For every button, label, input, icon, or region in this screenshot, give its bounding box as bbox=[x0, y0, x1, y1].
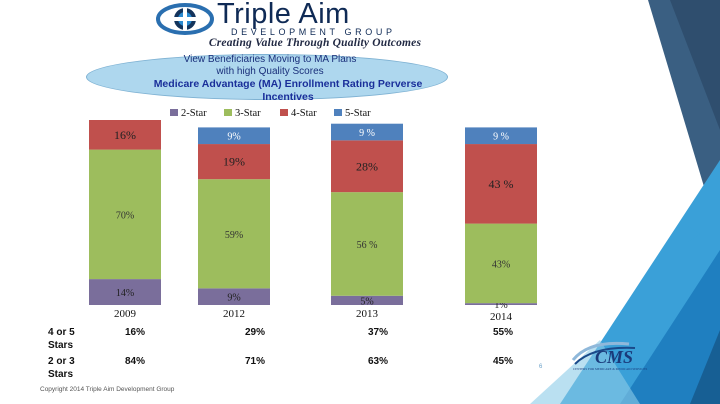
bar-segment-3-star-2014 bbox=[465, 223, 537, 304]
page-number: 6 bbox=[539, 364, 543, 370]
row-label-2or3-line2: Stars bbox=[48, 369, 74, 380]
bar-segment-4-star-2012 bbox=[198, 144, 270, 180]
data-label-4-star-2013: 28% bbox=[356, 159, 378, 173]
category-label-2013: 2013 bbox=[356, 308, 379, 320]
data-label-2-star-2009: 14% bbox=[116, 288, 134, 299]
banner-line-2: with high Quality Scores bbox=[216, 66, 324, 77]
category-label-2009: 2009 bbox=[114, 308, 137, 320]
data-label-3-star-2012: 59% bbox=[225, 230, 243, 241]
row-label-2or3: 2 or 3 Stars bbox=[48, 356, 75, 380]
table-cell: 45% bbox=[493, 356, 514, 367]
legend-label-4-star: 4-Star bbox=[291, 108, 317, 119]
bar-segment-3-star-2013 bbox=[331, 192, 403, 296]
bar-segment-3-star-2009 bbox=[89, 149, 161, 280]
cms-logo: CMS CENTERS FOR MEDICARE & MEDICAID SERV… bbox=[569, 338, 659, 372]
data-label-5-star-2013: 9 % bbox=[359, 128, 375, 139]
bar-segment-3-star-2012 bbox=[198, 179, 270, 289]
copyright: Copyright 2014 Triple Aim Development Gr… bbox=[40, 386, 175, 393]
bar-segment-4-star-2013 bbox=[331, 140, 403, 193]
row-label-4or5-line1: 4 or 5 bbox=[48, 327, 75, 338]
data-label-3-star-2014: 43% bbox=[492, 259, 510, 270]
data-label-2-star-2012: 9% bbox=[227, 293, 240, 304]
cms-small-text: CENTERS FOR MEDICARE & MEDICAID SERVICES bbox=[573, 367, 647, 371]
row-label-4or5-line2: Stars bbox=[48, 340, 74, 351]
cms-text: CMS bbox=[595, 347, 633, 367]
legend-swatch-4-star bbox=[280, 109, 288, 116]
category-label-2014: 2014 bbox=[490, 311, 513, 323]
table-cell: 63% bbox=[368, 356, 389, 367]
legend-swatch-3-star bbox=[224, 109, 232, 116]
bar-segment-4-star-2014 bbox=[465, 144, 537, 224]
row-label-2or3-line1: 2 or 3 bbox=[48, 356, 75, 367]
bar-segment-4-star-2009 bbox=[89, 120, 161, 150]
table-cell: 16% bbox=[125, 327, 146, 338]
table-cell: 71% bbox=[245, 356, 266, 367]
data-label-4-star-2012: 19% bbox=[223, 155, 245, 169]
bar-segment-5-star-2014 bbox=[465, 127, 537, 145]
data-label-3-star-2009: 70% bbox=[116, 210, 134, 221]
table-cell: 55% bbox=[493, 327, 514, 338]
bar-segment-2-star-2009 bbox=[89, 279, 161, 305]
bar-segment-5-star-2013 bbox=[331, 123, 403, 141]
legend-label-2-star: 2-Star bbox=[181, 108, 207, 119]
row-label-4or5: 4 or 5 Stars bbox=[48, 327, 75, 351]
tagline: Creating Value Through Quality Outcomes bbox=[208, 37, 422, 49]
banner-line-3: Medicare Advantage (MA) Enrollment Ratin… bbox=[153, 78, 423, 90]
legend-swatch-5-star bbox=[334, 109, 342, 116]
data-label-5-star-2014: 9 % bbox=[493, 132, 509, 143]
globe-icon bbox=[156, 3, 214, 35]
legend-swatch-2-star bbox=[170, 109, 178, 116]
data-label-3-star-2013: 56 % bbox=[357, 240, 378, 251]
table-cell: 84% bbox=[125, 356, 146, 367]
banner-line-4: Incentives bbox=[262, 91, 314, 103]
data-label-2-star-2013: 5% bbox=[360, 296, 373, 307]
logo-subtitle: DEVELOPMENT GROUP bbox=[231, 27, 396, 37]
legend-label-3-star: 3-Star bbox=[235, 108, 261, 119]
logo-title: Triple Aim bbox=[217, 0, 350, 30]
data-label-5-star-2012: 9% bbox=[227, 132, 240, 143]
banner-ellipse bbox=[86, 54, 448, 100]
banner-line-1: View Beneficiaries Moving to MA Plans bbox=[183, 54, 357, 65]
data-label-2-star-2014: 1% bbox=[494, 300, 507, 311]
data-label-4-star-2014: 43 % bbox=[489, 177, 514, 191]
table-cell: 29% bbox=[245, 327, 266, 338]
triple-aim-logo: Triple Aim DEVELOPMENT GROUP bbox=[155, 0, 465, 37]
bar-segment-2-star-2014 bbox=[465, 303, 537, 305]
data-label-4-star-2009: 16% bbox=[114, 128, 136, 142]
bar-segment-5-star-2012 bbox=[198, 127, 270, 145]
category-label-2012: 2012 bbox=[223, 308, 245, 320]
bar-segment-2-star-2012 bbox=[198, 288, 270, 305]
bar-segment-2-star-2013 bbox=[331, 295, 403, 305]
legend-label-5-star: 5-Star bbox=[345, 108, 371, 119]
table-cell: 37% bbox=[368, 327, 389, 338]
